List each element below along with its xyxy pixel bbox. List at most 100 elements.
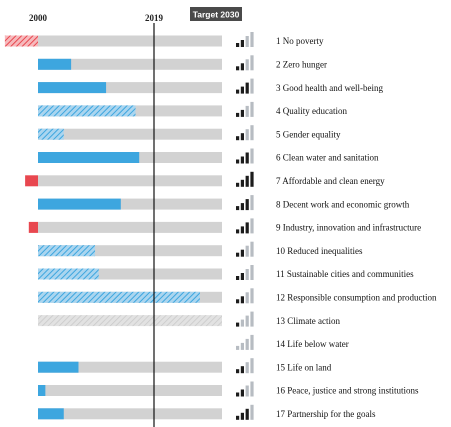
goal-10-trend-bar-2 (240, 249, 244, 257)
goal-10-trend-bar-4 (250, 241, 254, 257)
goal-1-track (38, 35, 222, 47)
goal-12-trend-bar-4 (250, 288, 254, 304)
goal-10-trend-bar-3 (245, 245, 249, 257)
goal-3-trend-bar-4 (250, 78, 254, 94)
goal-13-trend-bar-2 (240, 319, 244, 327)
goal-1-trend-bar-3 (245, 36, 249, 47)
goal-3-trend-bar-2 (240, 86, 244, 94)
goal-rows: 1 No poverty 2 Zero hunger 3 Good health a… (4, 32, 437, 420)
goal-2-bar (38, 58, 72, 70)
goal-14-label: 14 Life below water (276, 339, 349, 349)
goal-3-trend-bar-1 (236, 89, 240, 94)
goal-16-trend-bar-4 (250, 381, 254, 397)
goal-3-bar (38, 82, 107, 94)
goal-10-label: 10 Reduced inequalities (276, 246, 363, 256)
goal-13-trend-bar-3 (245, 315, 249, 327)
goal-6-trend-bar-1 (236, 159, 240, 164)
axis-label-target: Target 2030 (193, 10, 240, 20)
goal-1-label: 1 No poverty (276, 36, 324, 46)
goal-8-label: 8 Decent work and economic growth (276, 199, 410, 209)
goal-11-trend-bar-4 (250, 265, 254, 280)
goal-16-trend-bar-1 (236, 392, 240, 397)
goal-12-trend-bar-3 (245, 292, 249, 304)
goal-4-trend-bar-1 (236, 112, 240, 117)
goal-2-trend-bar-3 (245, 59, 249, 71)
goal-17-trend-bar-3 (245, 408, 249, 420)
goal-9-bar (28, 221, 38, 233)
goal-17-trend-bar-1 (236, 415, 240, 420)
target-2030-box (190, 7, 242, 21)
goal-7-label: 7 Affordable and clean energy (276, 176, 385, 186)
goal-17-bar (38, 408, 64, 420)
goal-11-label: 11 Sustainable cities and communities (276, 269, 414, 279)
goal-16-trend-bar-3 (245, 385, 249, 397)
goal-6-trend-bar-4 (250, 148, 254, 164)
goal-17-trend-bar-4 (250, 404, 254, 420)
goal-8-trend-bar-4 (250, 195, 254, 211)
goal-1-bar (4, 35, 38, 47)
goal-2-track (38, 58, 222, 70)
goal-1-trend-bar-1 (236, 43, 240, 47)
goal-8-track (38, 198, 222, 210)
goal-14-trend-bar-1 (236, 345, 240, 350)
goal-15-trend-bar-2 (240, 366, 244, 374)
goal-9-trend-bar-4 (250, 218, 254, 234)
goal-7-trend-bar-2 (240, 179, 244, 187)
goal-11-trend-bar-3 (245, 269, 249, 280)
goal-11-trend-bar-2 (240, 273, 244, 280)
goal-17-track (38, 408, 222, 420)
goal-12-trend-bar-1 (236, 299, 240, 304)
goal-13-track (38, 315, 222, 327)
axis-label-2000: 2000 (29, 13, 48, 23)
goal-4-trend-bar-4 (250, 101, 254, 117)
goal-5-label: 5 Gender equality (276, 129, 341, 139)
goal-15-trend-bar-1 (236, 369, 240, 374)
goal-6-label: 6 Clean water and sanitation (276, 153, 379, 163)
goal-3-trend-bar-3 (245, 82, 249, 94)
goal-15-bar (38, 361, 79, 373)
goal-7-bar (25, 175, 38, 187)
goal-13-trend-bar-1 (236, 322, 240, 327)
goal-2-trend-bar-1 (236, 66, 240, 71)
goal-4-trend-bar-2 (240, 109, 244, 117)
goal-8-trend-bar-3 (245, 199, 249, 211)
goal-7-trend-bar-3 (245, 175, 249, 187)
goal-11-bar (38, 268, 99, 280)
goal-17-trend-bar-2 (240, 412, 244, 420)
goal-6-trend-bar-3 (245, 152, 249, 164)
goal-2-trend-bar-4 (250, 55, 254, 71)
goal-14-trend-bar-2 (240, 342, 244, 350)
goal-9-label: 9 Industry, innovation and infrastructur… (276, 223, 421, 233)
goal-15-track (38, 361, 222, 373)
goal-3-track (38, 82, 222, 94)
goal-5-trend-bar-2 (240, 133, 244, 141)
goal-5-trend-bar-3 (245, 129, 249, 141)
goal-17-label: 17 Partnership for the goals (276, 409, 376, 419)
goal-10-bar (38, 245, 96, 257)
goal-8-trend-bar-2 (240, 203, 244, 211)
goal-9-track (38, 221, 222, 233)
goal-14-trend-bar-4 (250, 334, 254, 350)
goal-6-bar (38, 152, 140, 163)
goal-16-track (38, 385, 222, 396)
goal-9-trend-bar-3 (245, 222, 249, 234)
goal-9-trend-bar-2 (240, 226, 244, 234)
goal-6-trend-bar-2 (240, 156, 244, 164)
goal-15-trend-bar-3 (245, 362, 249, 374)
goal-12-label: 12 Responsible consumption and productio… (276, 293, 437, 303)
goal-5-trend-bar-1 (236, 136, 240, 141)
goal-4-trend-bar-3 (245, 105, 249, 117)
goal-14-trend-bar-3 (245, 338, 249, 350)
goal-16-bar (38, 385, 46, 396)
goal-10-track (38, 245, 222, 257)
goal-5-track (38, 128, 222, 140)
goal-4-bar (38, 105, 136, 117)
goal-7-trend-bar-4 (250, 171, 254, 187)
goal-2-trend-bar-2 (240, 63, 244, 71)
goal-15-trend-bar-4 (250, 358, 254, 374)
goal-7-track (38, 175, 222, 187)
goal-1-trend-bar-2 (240, 40, 244, 47)
goal-1-trend-bar-4 (250, 32, 254, 47)
goal-4-label: 4 Quality education (276, 106, 347, 116)
